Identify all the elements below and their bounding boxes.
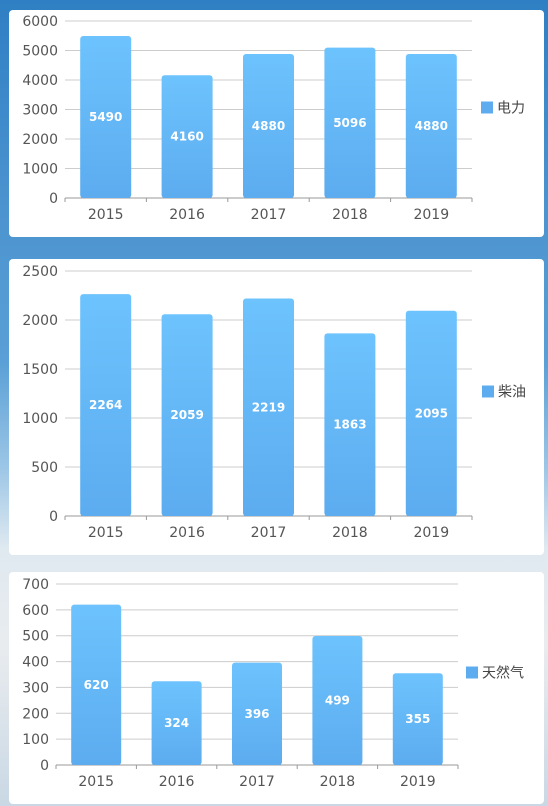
legend-swatch[interactable] <box>466 666 478 679</box>
y-tick-label: 500 <box>31 460 58 476</box>
bar-value-label: 2264 <box>89 398 122 412</box>
bar-value-label: 1863 <box>333 418 366 432</box>
x-tick-label: 2019 <box>400 774 436 790</box>
bar-value-label: 620 <box>84 678 109 692</box>
y-tick-label: 5000 <box>22 44 58 60</box>
legend-label-natural-gas[interactable]: 天然气 <box>482 665 524 682</box>
bar-value-label: 5096 <box>333 116 366 130</box>
bar-2016[interactable] <box>161 75 213 198</box>
bar-2018[interactable] <box>312 635 363 765</box>
y-tick-label: 4000 <box>22 73 58 89</box>
y-tick-label: 200 <box>22 706 49 722</box>
y-tick-label: 300 <box>22 680 49 696</box>
bar-2019[interactable] <box>405 310 457 516</box>
chart-card-electricity: 0 1000 2000 3000 4000 5000 6000 5490 2015 4160 201… <box>9 10 544 237</box>
bar-value-label: 324 <box>164 716 189 730</box>
y-tick-label: 0 <box>49 191 58 207</box>
chart-natural-gas: 0 100 200 300 400 500 600 700 620 2015 324 2016 396 2… <box>22 577 524 790</box>
y-tick-label: 500 <box>22 629 49 645</box>
chart-diesel: 0 500 1000 1500 2000 2500 2264 2015 2059 2016 2219… <box>22 264 526 541</box>
bar-value-label: 499 <box>325 693 350 707</box>
legend-swatch[interactable] <box>481 101 493 114</box>
bar-2015[interactable] <box>71 604 122 765</box>
chart-electricity: 0 1000 2000 3000 4000 5000 6000 5490 2015 4160 201… <box>22 14 525 223</box>
x-tick-label: 2017 <box>251 525 287 541</box>
y-tick-label: 700 <box>22 577 49 593</box>
chart-card-diesel: 0 500 1000 1500 2000 2500 2264 2015 2059 2016 2219… <box>9 259 544 555</box>
bar-value-label: 4160 <box>170 130 203 144</box>
legend-swatch[interactable] <box>482 385 494 398</box>
bar-2017[interactable] <box>232 662 282 765</box>
x-tick-label: 2019 <box>413 207 449 223</box>
bar-2019[interactable] <box>392 673 443 765</box>
y-tick-label: 100 <box>22 732 49 748</box>
x-tick-label: 2017 <box>239 774 275 790</box>
bar-value-label: 4880 <box>252 119 285 133</box>
y-tick-label: 2500 <box>22 264 58 280</box>
x-tick-label: 2016 <box>169 207 205 223</box>
x-tick-label: 2018 <box>332 525 368 541</box>
bar-2017[interactable] <box>243 298 294 516</box>
x-tick-label: 2018 <box>320 774 356 790</box>
x-tick-label: 2016 <box>159 774 195 790</box>
bar-value-label: 355 <box>405 712 430 726</box>
x-tick-label: 2015 <box>88 207 124 223</box>
bar-value-label: 5490 <box>89 110 122 124</box>
bar-2019[interactable] <box>405 54 457 198</box>
y-tick-label: 0 <box>49 509 58 525</box>
x-tick-label: 2019 <box>413 525 449 541</box>
bar-value-label: 396 <box>244 707 269 721</box>
x-tick-label: 2015 <box>78 774 114 790</box>
y-tick-label: 3000 <box>22 103 58 119</box>
bar-value-label: 2095 <box>415 406 448 420</box>
y-tick-label: 6000 <box>22 14 58 30</box>
bar-2016[interactable] <box>151 681 202 765</box>
bar-value-label: 2059 <box>170 408 203 422</box>
y-tick-label: 1500 <box>22 362 58 378</box>
x-tick-label: 2018 <box>332 207 368 223</box>
y-tick-label: 2000 <box>22 313 58 329</box>
legend-label-electricity[interactable]: 电力 <box>497 101 525 117</box>
bar-2016[interactable] <box>161 314 213 516</box>
y-tick-label: 1000 <box>22 162 58 178</box>
bar-2015[interactable] <box>80 294 132 516</box>
y-tick-label: 400 <box>22 655 49 671</box>
bar-2018[interactable] <box>324 47 376 198</box>
bar-2017[interactable] <box>243 54 294 198</box>
y-tick-label: 600 <box>22 603 49 619</box>
legend-label-diesel[interactable]: 柴油 <box>498 385 526 401</box>
x-tick-label: 2015 <box>88 525 124 541</box>
chart-card-natural-gas: 0 100 200 300 400 500 600 700 620 2015 324 2016 396 2… <box>9 572 544 804</box>
bar-2015[interactable] <box>80 36 132 198</box>
bar-2018[interactable] <box>324 333 376 516</box>
y-tick-label: 2000 <box>22 132 58 148</box>
x-tick-label: 2016 <box>169 525 205 541</box>
bar-value-label: 2219 <box>252 400 285 414</box>
y-tick-label: 0 <box>40 758 49 774</box>
y-tick-label: 1000 <box>22 411 58 427</box>
x-tick-label: 2017 <box>251 207 287 223</box>
bar-value-label: 4880 <box>415 119 448 133</box>
